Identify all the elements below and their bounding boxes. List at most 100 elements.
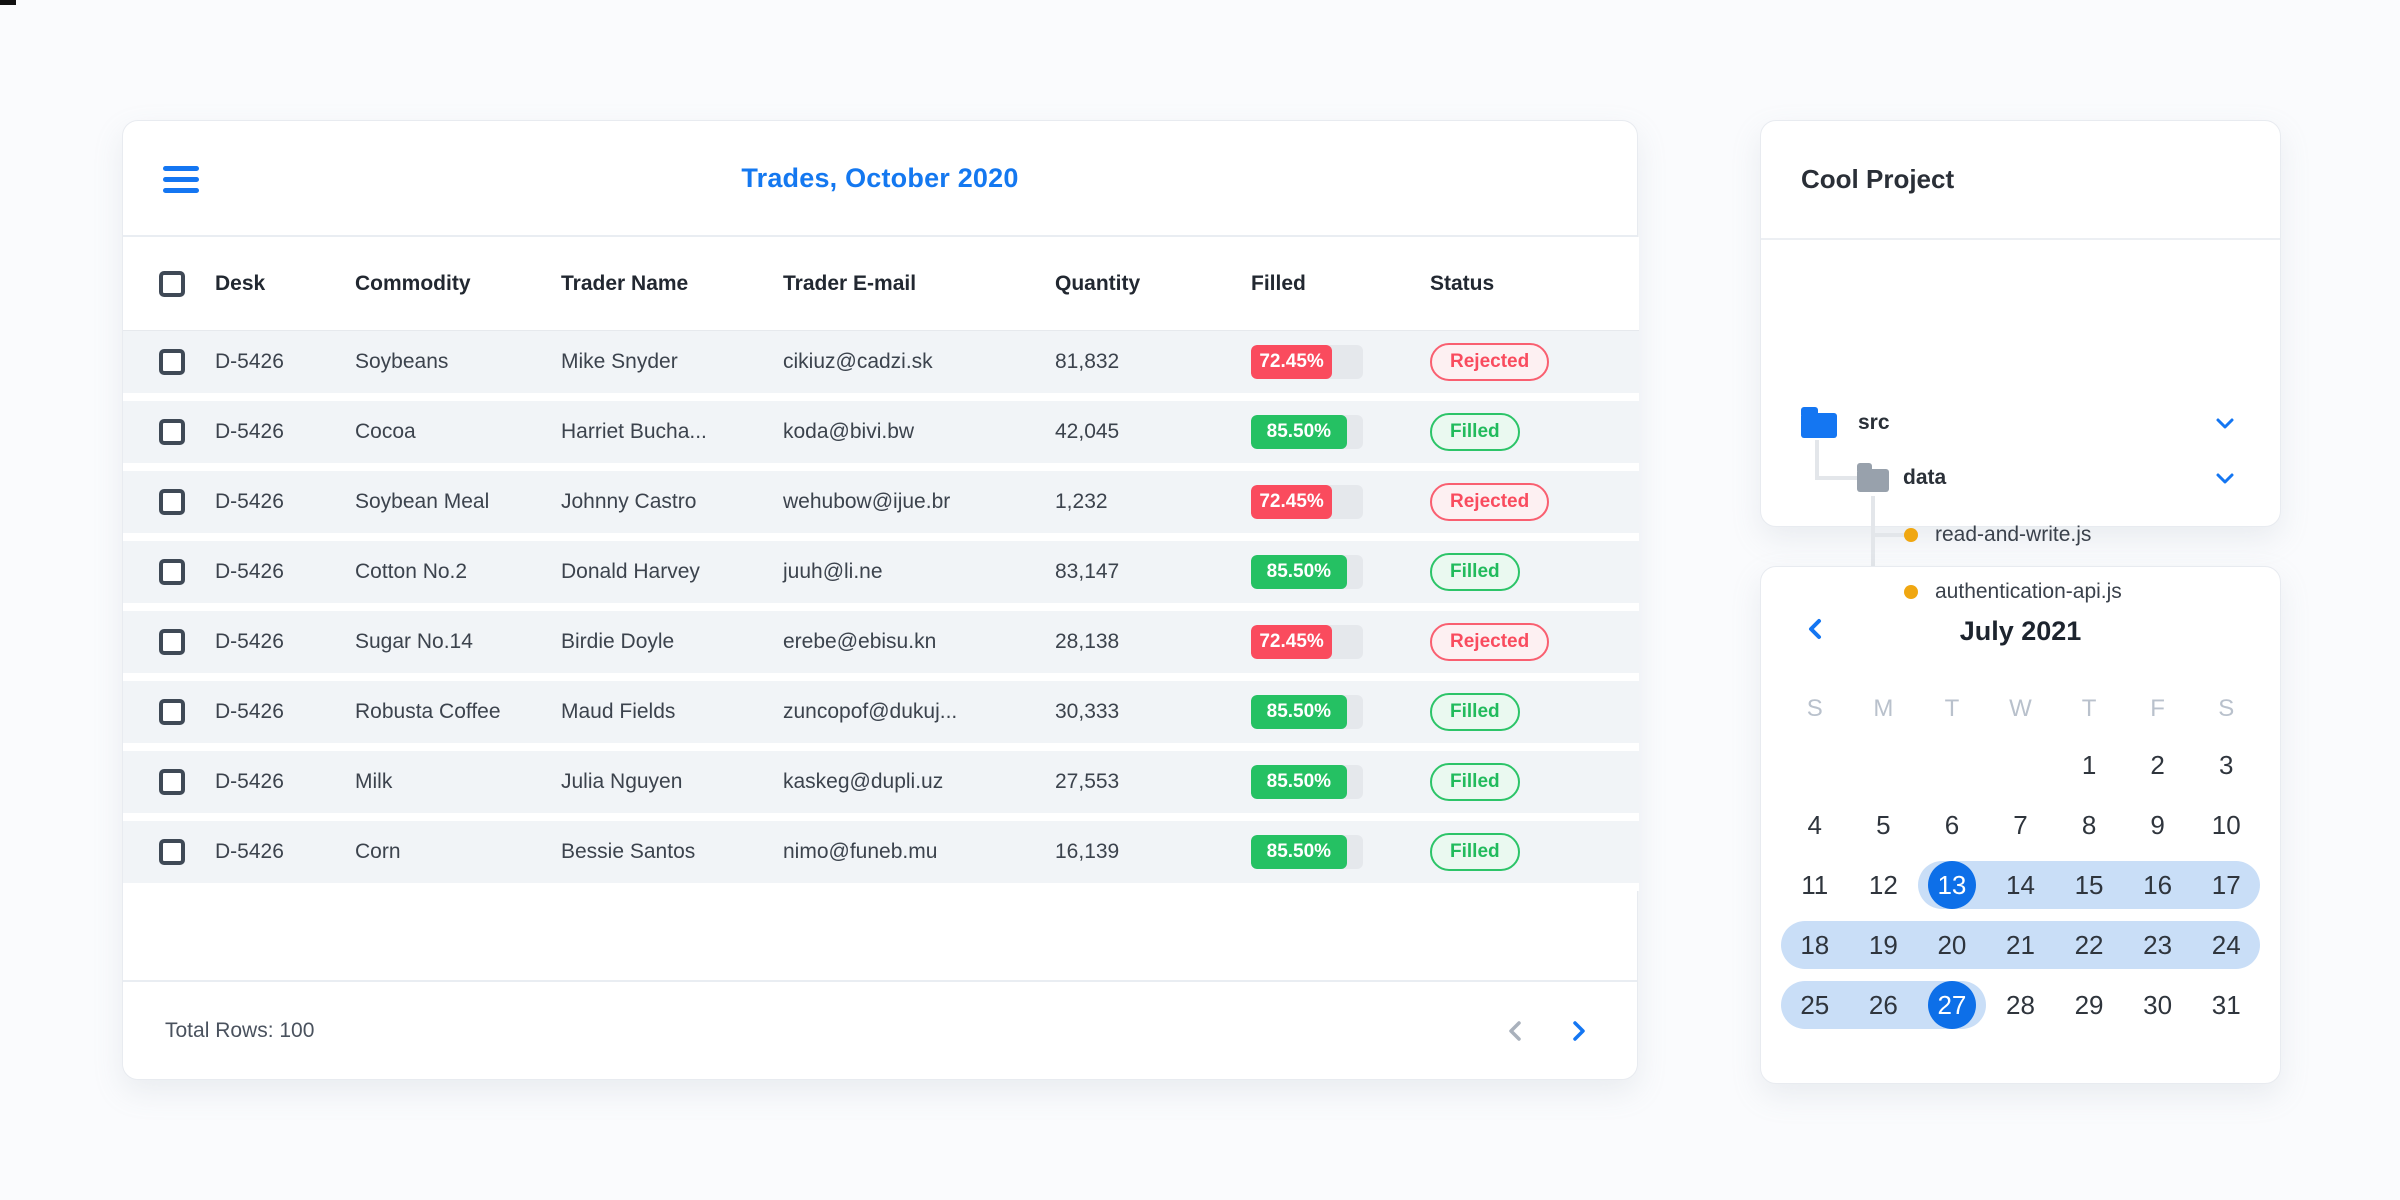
tree-item-file[interactable]: authentication-api.js — [1904, 572, 2122, 612]
calendar-day[interactable]: 9 — [2150, 809, 2165, 840]
calendar-panel: July 2021 S M T W T F S 1 2 3 4 5 6 7 8 … — [1760, 566, 2281, 1084]
tree-item-data[interactable]: data — [1857, 458, 1946, 498]
calendar-day[interactable]: 26 — [1849, 975, 1918, 1035]
cell-quantity: 42,045 — [1055, 401, 1251, 471]
cell-desk: D-5426 — [215, 611, 355, 681]
calendar-day[interactable]: 19 — [1849, 915, 1918, 975]
tree-item-label: src — [1858, 411, 1890, 434]
calendar-day-range-start[interactable]: 13 — [1917, 855, 1987, 915]
calendar-day[interactable]: 8 — [2081, 809, 2097, 840]
calendar-day[interactable]: 22 — [2054, 915, 2124, 975]
chevron-down-icon[interactable] — [2212, 410, 2238, 436]
calendar-day[interactable]: 28 — [2006, 989, 2035, 1020]
folder-icon — [1801, 407, 1837, 438]
dow-header: S — [1806, 695, 1823, 722]
table-row[interactable]: D-5426 Cotton No.2 Donald Harvey juuh@li… — [123, 541, 1639, 611]
calendar-day[interactable]: 4 — [1807, 809, 1823, 840]
table-row[interactable]: D-5426 Soybeans Mike Snyder cikiuz@cadzi… — [123, 331, 1639, 401]
row-checkbox[interactable] — [159, 629, 185, 655]
calendar-day[interactable]: 21 — [1986, 915, 2055, 975]
calendar-day[interactable]: 25 — [1780, 975, 1850, 1035]
next-page-button[interactable] — [1561, 1014, 1595, 1048]
row-checkbox[interactable] — [159, 419, 185, 445]
chevron-right-icon — [1573, 1020, 1585, 1041]
calendar-day[interactable]: 14 — [1986, 855, 2055, 915]
cell-trader: Maud Fields — [561, 681, 783, 751]
select-all-checkbox[interactable] — [159, 270, 185, 297]
calendar-day[interactable]: 15 — [2054, 855, 2124, 915]
col-header-filled: Filled — [1251, 237, 1430, 331]
calendar-day[interactable]: 10 — [2211, 809, 2241, 840]
calendar-day[interactable]: 17 — [2191, 855, 2261, 915]
row-checkbox[interactable] — [159, 559, 185, 585]
project-panel: Cool Project src data read-and-write.js … — [1760, 120, 2281, 603]
calendar-day-range-end[interactable]: 27 — [1917, 975, 1987, 1035]
calendar-day[interactable]: 5 — [1876, 809, 1891, 840]
calendar-grid: S M T W T F S 1 2 3 4 5 6 7 8 9 10 11 12… — [1780, 683, 2261, 1035]
calendar-day-empty — [1849, 735, 1918, 795]
calendar-day[interactable]: 11 — [1801, 869, 1829, 900]
calendar-day[interactable]: 20 — [1917, 915, 1987, 975]
cell-trader: Birdie Doyle — [561, 611, 783, 681]
calendar-day[interactable]: 1 — [2081, 749, 2097, 780]
filled-progress-bar: 85.50% — [1251, 555, 1363, 589]
calendar-day[interactable]: 7 — [2013, 809, 2028, 840]
calendar-day[interactable]: 29 — [2074, 989, 2104, 1020]
filled-progress-bar: 72.45% — [1251, 345, 1363, 379]
chevron-down-icon[interactable] — [2212, 465, 2238, 491]
tree-item-src[interactable]: src — [1801, 403, 1890, 443]
status-badge: Filled — [1430, 692, 1520, 732]
calendar-day[interactable]: 3 — [2218, 749, 2234, 780]
row-checkbox[interactable] — [159, 769, 185, 795]
dow-header: S — [2218, 695, 2235, 722]
calendar-day-empty — [1986, 735, 2055, 795]
table-row[interactable]: D-5426 Soybean Meal Johnny Castro wehubo… — [123, 471, 1639, 541]
cell-commodity: Robusta Coffee — [355, 681, 561, 751]
table-row[interactable]: D-5426 Cocoa Harriet Bucha... koda@bivi.… — [123, 401, 1639, 471]
calendar-day[interactable]: 23 — [2123, 915, 2192, 975]
calendar-day[interactable]: 24 — [2191, 915, 2261, 975]
status-badge: Rejected — [1430, 342, 1550, 382]
calendar-day[interactable]: 30 — [2143, 989, 2173, 1020]
cell-trader: Donald Harvey — [561, 541, 783, 611]
table-row[interactable]: D-5426 Milk Julia Nguyen kaskeg@dupli.uz… — [123, 751, 1639, 821]
row-checkbox[interactable] — [159, 349, 185, 375]
calendar-header: July 2021 — [1761, 605, 2280, 657]
cell-desk: D-5426 — [215, 541, 355, 611]
dow-header: M — [1873, 695, 1894, 722]
tree-item-file[interactable]: read-and-write.js — [1904, 515, 2091, 555]
status-badge: Filled — [1430, 832, 1520, 872]
file-tree: src data read-and-write.js authenticatio… — [1761, 240, 2280, 603]
cell-commodity: Soybeans — [355, 331, 561, 401]
prev-page-button[interactable] — [1499, 1014, 1533, 1048]
table-row[interactable]: D-5426 Robusta Coffee Maud Fields zuncop… — [123, 681, 1639, 751]
status-badge: Filled — [1430, 552, 1520, 592]
row-checkbox[interactable] — [159, 699, 185, 725]
calendar-day[interactable]: 16 — [2123, 855, 2192, 915]
row-checkbox[interactable] — [159, 839, 185, 865]
calendar-day[interactable]: 31 — [2211, 989, 2241, 1020]
cell-email: nimo@funeb.mu — [783, 821, 1055, 891]
cell-trader: Johnny Castro — [561, 471, 783, 541]
filled-progress-bar: 85.50% — [1251, 415, 1363, 449]
row-checkbox[interactable] — [159, 489, 185, 515]
tree-connector — [1871, 496, 1875, 594]
col-header-quantity: Quantity — [1055, 237, 1251, 331]
table-row[interactable]: D-5426 Sugar No.14 Birdie Doyle erebe@eb… — [123, 611, 1639, 681]
table-row[interactable]: D-5426 Corn Bessie Santos nimo@funeb.mu … — [123, 821, 1639, 891]
tree-connector — [1871, 533, 1905, 537]
calendar-day-empty — [1918, 735, 1987, 795]
menu-icon[interactable] — [163, 159, 201, 199]
calendar-day[interactable]: 12 — [1868, 869, 1898, 900]
col-header-trader-email: Trader E-mail — [783, 237, 1055, 331]
dow-header: T — [1944, 695, 1960, 722]
calendar-day[interactable]: 2 — [2150, 749, 2165, 780]
col-header-status: Status — [1430, 237, 1639, 331]
cell-quantity: 83,147 — [1055, 541, 1251, 611]
tree-connector — [1815, 440, 1819, 480]
prev-month-button[interactable] — [1801, 615, 1831, 645]
calendar-day[interactable]: 18 — [1780, 915, 1850, 975]
calendar-day[interactable]: 6 — [1944, 809, 1960, 840]
status-badge: Rejected — [1430, 482, 1550, 522]
file-bullet-icon — [1904, 585, 1918, 599]
